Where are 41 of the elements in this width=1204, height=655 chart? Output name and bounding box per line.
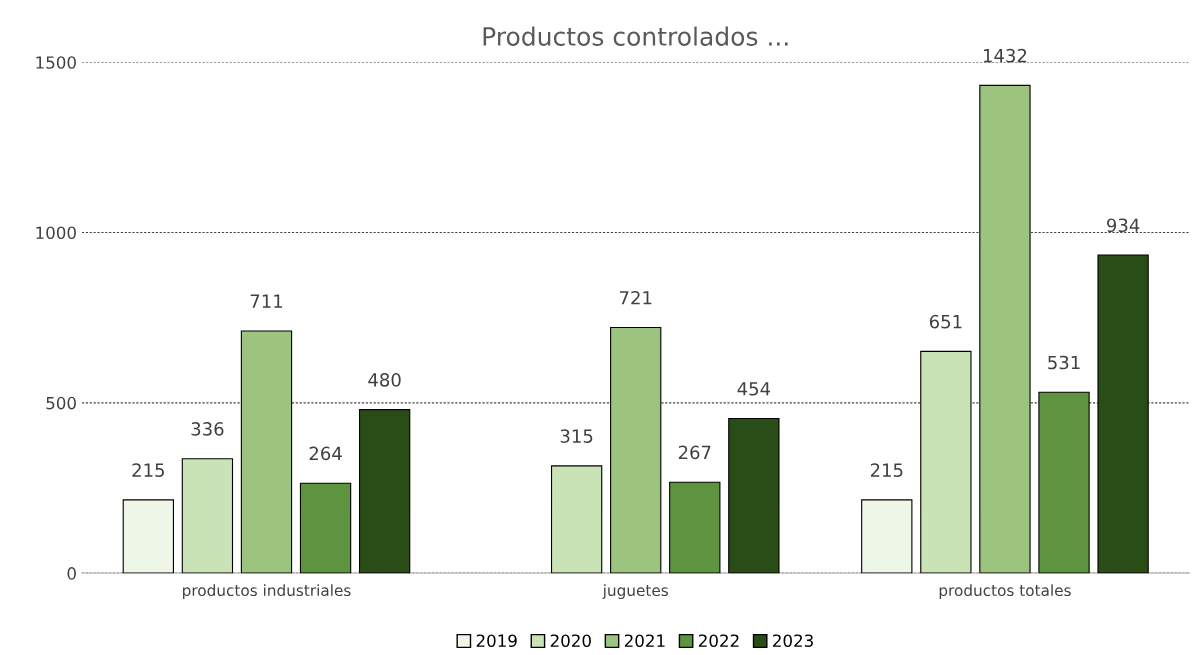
bar [920, 350, 972, 574]
bar [979, 84, 1031, 574]
x-tick-label: productos industriales [183, 584, 351, 600]
chart-title: Productos controlados ... [483, 26, 788, 46]
bar [669, 481, 721, 574]
legend-label: 2023 [773, 634, 813, 648]
bar [550, 465, 603, 574]
x-tick-label: productos totales [939, 584, 1071, 600]
data-label: 336 [191, 422, 224, 436]
y-tick-label: 0 [67, 567, 76, 580]
legend-label: 2022 [698, 634, 739, 648]
data-label: 651 [929, 314, 962, 329]
data-label: 264 [309, 446, 342, 461]
data-label: 454 [737, 382, 771, 396]
data-label: 480 [368, 373, 401, 387]
data-label: 711 [250, 294, 283, 308]
data-label: 215 [870, 463, 903, 477]
data-label: 531 [1048, 355, 1080, 370]
bar [122, 499, 174, 574]
y-tick-label: 1000 [36, 226, 76, 240]
bar [1097, 254, 1149, 574]
bar [358, 409, 411, 574]
bar [181, 458, 234, 574]
y-tick-label: 500 [46, 396, 76, 410]
bar [861, 499, 913, 574]
data-label: 934 [1107, 218, 1140, 233]
legend-label: 2019 [476, 634, 517, 648]
data-label: 1432 [983, 48, 1027, 63]
bar [610, 326, 662, 574]
data-label: 267 [678, 445, 711, 460]
bar [1038, 391, 1090, 574]
data-label: 721 [619, 290, 652, 305]
data-label: 315 [560, 429, 593, 443]
bar [240, 330, 293, 574]
x-tick-label: juguetes [602, 584, 668, 600]
y-tick-label: 1500 [36, 56, 76, 69]
bar [299, 482, 352, 574]
bar [728, 417, 780, 574]
legend-label: 2021 [624, 634, 665, 648]
data-label: 215 [132, 463, 164, 477]
legend-label: 2020 [550, 634, 591, 648]
